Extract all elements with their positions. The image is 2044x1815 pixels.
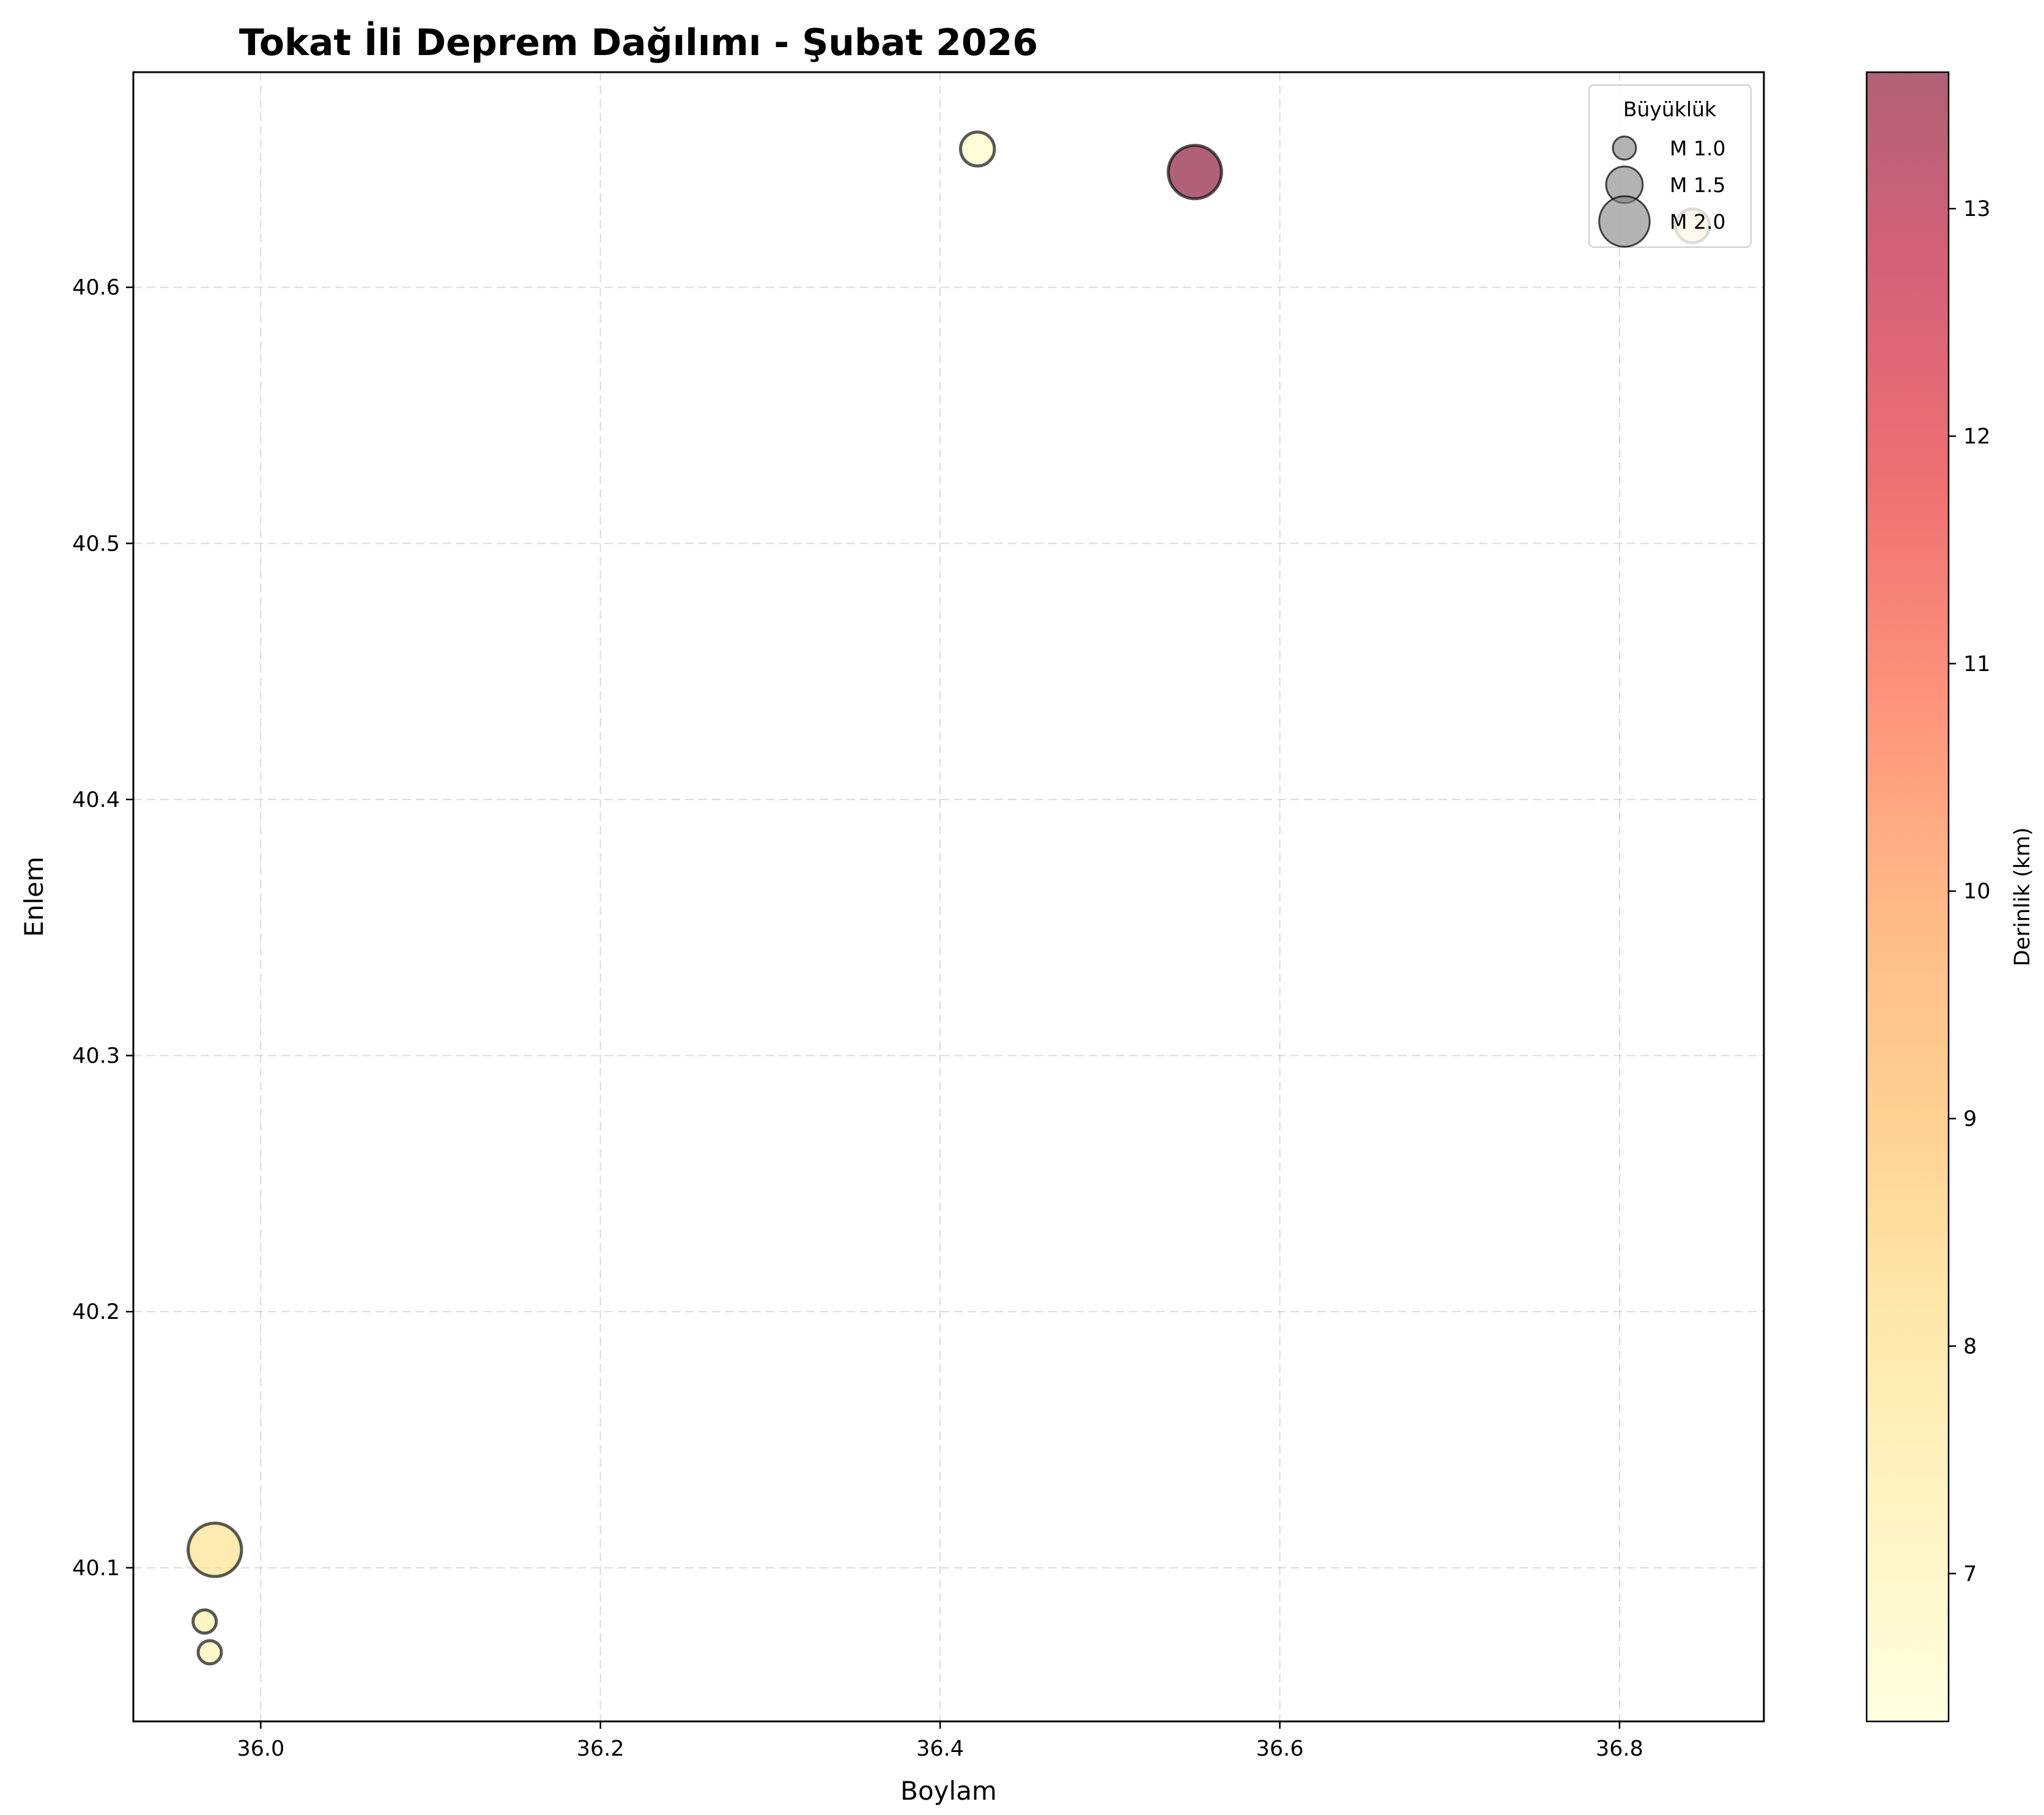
earthquake-point	[187, 1521, 243, 1578]
legend-label: M 1.0	[1670, 136, 1725, 160]
grid-lines	[133, 72, 1764, 1721]
colorbar-label: Derinlik (km)	[2010, 827, 2035, 966]
y-tick-label: 40.4	[72, 788, 120, 812]
legend-label: M 1.5	[1670, 173, 1725, 197]
x-tick-label: 36.6	[1256, 1737, 1304, 1761]
x-tick-label: 36.4	[916, 1737, 964, 1761]
y-tick-label: 40.1	[72, 1556, 120, 1581]
colorbar-tick-label: 8	[1963, 1334, 1977, 1359]
legend-marker	[1612, 135, 1637, 161]
colorbar-tick-label: 13	[1963, 197, 1991, 221]
earthquake-point	[196, 1639, 223, 1666]
data-points	[187, 130, 1711, 1666]
y-axis-ticks: 40.1 40.2 40.3 40.4 40.5 40.6	[72, 276, 133, 1581]
legend-label: M 2.0	[1670, 210, 1725, 234]
colorbar-tick-label: 12	[1963, 425, 1991, 449]
legend-title: Büyüklük	[1623, 97, 1717, 121]
y-tick-label: 40.6	[72, 276, 120, 300]
x-tick-label: 36.0	[237, 1737, 284, 1761]
earthquake-point	[959, 130, 996, 168]
y-tick-label: 40.5	[72, 532, 120, 556]
earthquake-point	[191, 1608, 218, 1635]
colorbar-frame	[1865, 71, 1950, 1723]
x-axis-label: Boylam	[900, 1776, 997, 1806]
x-axis-ticks: 36.0 36.2 36.4 36.6 36.8	[237, 1721, 1643, 1761]
colorbar-tick-label: 10	[1963, 880, 1991, 904]
y-tick-label: 40.2	[72, 1300, 120, 1324]
colorbar-tick-label: 7	[1963, 1562, 1977, 1586]
colorbar-tick-label: 11	[1963, 652, 1991, 677]
x-tick-label: 36.2	[577, 1737, 624, 1761]
y-axis-label: Enlem	[19, 856, 49, 937]
legend-marker	[1598, 195, 1651, 248]
earthquake-point	[1166, 144, 1223, 201]
chart-title: Tokat İli Deprem Dağılımı - Şubat 2026	[239, 20, 1038, 64]
x-tick-label: 36.8	[1596, 1737, 1643, 1761]
colorbar-ticks: 7 8 9 10 11 12 13	[1949, 197, 1991, 1586]
colorbar-fill	[1867, 72, 1949, 1721]
legend-entries: M 1.0 M 1.5 M 2.0	[1598, 135, 1725, 248]
plot-area-frame	[132, 71, 1765, 1723]
depth-colorbar: 7 8 9 10 11 12 13 Derinlik (km)	[1865, 71, 2035, 1723]
size-legend: Büyüklük M 1.0 M 1.5 M 2.0	[1588, 84, 1752, 248]
colorbar-tick-label: 9	[1963, 1107, 1977, 1132]
y-tick-label: 40.3	[72, 1044, 120, 1069]
